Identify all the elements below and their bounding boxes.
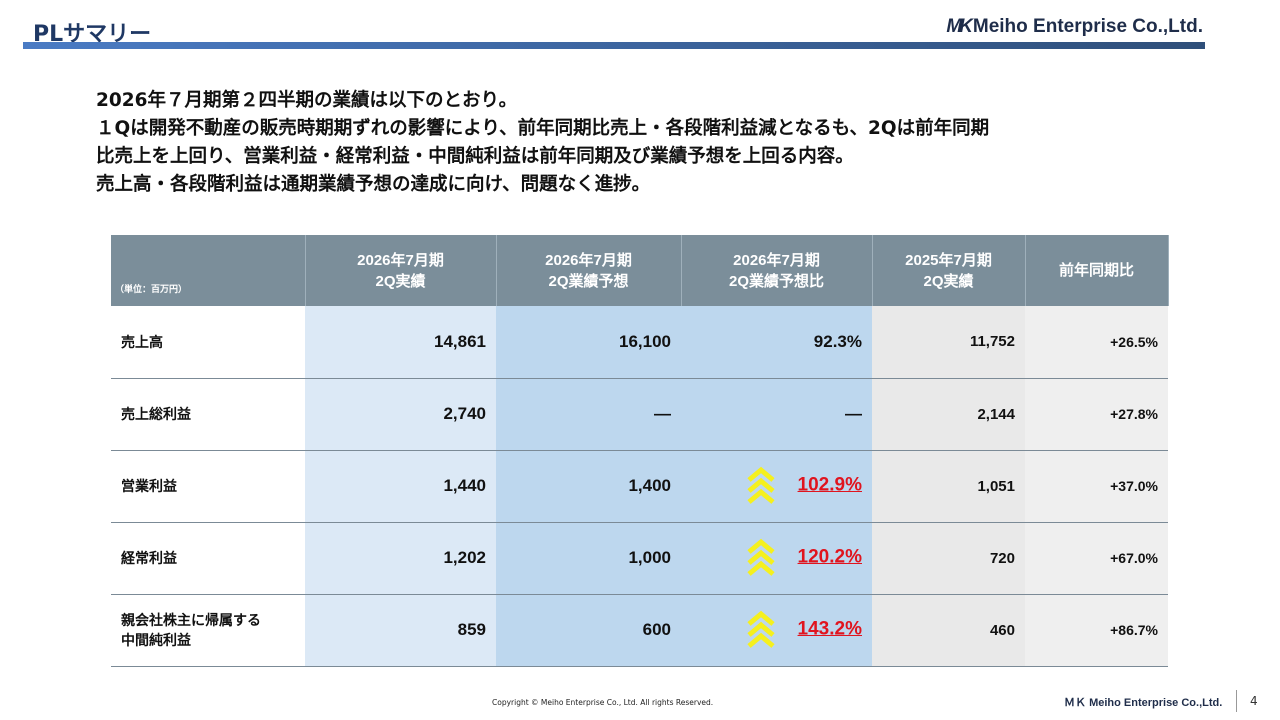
table-row: 売上総利益 2,740 — — 2,144 +27.8% [111,378,1168,451]
forecast-cell: 16,100 [496,306,681,379]
summary-line: 売上高・各段階利益は通期業績予想の達成に向け、問題なく進捗。 [96,174,651,195]
row-label: 経常利益 [111,522,305,595]
ratio-cell: 143.2% [681,594,872,667]
summary-line: 比売上を上回り、営業利益・経常利益・中間純利益は前年同期及び業績予想を上回る内容… [96,146,854,167]
header-line: 2Q業績予想比 [728,272,824,290]
summary-text: 2026年７月期第２四半期の業績は以下のとおり。 １Qは開発不動産の販売時期期ず… [96,87,989,199]
table-row: 親会社株主に帰属する 中間純利益 859 600 143.2% 460 +86.7… [111,594,1168,667]
table-row: 経常利益 1,202 1,000 120.2% 720 +67.0% [111,522,1168,595]
header-divider [23,42,1205,49]
forecast-cell: 1,400 [496,450,681,523]
yoy-cell: +67.0% [1025,522,1168,595]
pl-summary-table: （単位：百万円） 2026年7月期 2Q実績 2026年7月期 2Q業績予想 2026年7… [111,235,1169,667]
up-chevrons-icon [746,538,775,576]
yoy-cell: +27.8% [1025,378,1168,451]
actual-cell: 1,202 [305,522,496,595]
row-label: 親会社株主に帰属する 中間純利益 [111,594,305,667]
prev-year-cell: 1,051 [872,450,1025,523]
column-header: 2025年7月期 2Q実績 [872,235,1026,306]
forecast-cell: 600 [496,594,681,667]
yoy-cell: +26.5% [1025,306,1168,379]
ratio-value: 143.2% [797,618,862,640]
yoy-cell: +37.0% [1025,450,1168,523]
footer-logo-text: Meiho Enterprise Co.,Ltd. [1089,697,1223,709]
footer-divider [1236,690,1237,712]
table-row: 営業利益 1,440 1,400 102.9% 1,051 +37.0% [111,450,1168,523]
prev-year-cell: 2,144 [872,378,1025,451]
ratio-cell: 92.3% [681,306,872,379]
summary-line: １Qは開発不動産の販売時期期ずれの影響により、前年同期比売上・各段階利益減となる… [96,118,990,139]
prev-year-cell: 11,752 [872,306,1025,379]
column-header: 2026年7月期 2Q実績 [305,235,497,306]
column-header: 2026年7月期 2Q業績予想 [496,235,682,306]
ratio-cell: 120.2% [681,522,872,595]
up-chevrons-icon [746,610,775,648]
row-label: 売上高 [111,306,305,379]
ratio-cell: — [681,378,872,451]
ratio-value: 102.9% [797,474,862,496]
header-line: 2Q業績予想 [548,272,629,290]
actual-cell: 2,740 [305,378,496,451]
copyright: Copyright © Meiho Enterprise Co., Ltd. A… [492,698,714,707]
actual-cell: 14,861 [305,306,496,379]
header-line: 2025年7月期 [905,251,992,269]
ratio-value: 92.3% [813,331,862,351]
ratio-value: — [845,404,862,423]
prev-year-cell: 460 [872,594,1025,667]
column-header: 2026年7月期 2Q業績予想比 [681,235,873,306]
unit-label: （単位：百万円） [111,235,306,306]
prev-year-cell: 720 [872,522,1025,595]
up-chevrons-icon [746,466,775,504]
actual-cell: 859 [305,594,496,667]
header-line: 前年同期比 [1058,262,1134,279]
column-header: 前年同期比 [1025,235,1169,306]
company-logo: MK Meiho Enterprise Co.,Ltd. [946,16,1203,38]
company-name: Meiho Enterprise Co.,Ltd. [972,16,1203,37]
header-line: 2Q実績 [375,272,426,290]
header-line: 2026年7月期 [357,251,444,269]
page-number: 4 [1250,694,1258,708]
row-label: 売上総利益 [111,378,305,451]
ratio-value: 120.2% [797,546,862,568]
forecast-cell: — [496,378,681,451]
footer-logo: ＭＫ Meiho Enterprise Co.,Ltd. [1064,697,1223,709]
actual-cell: 1,440 [305,450,496,523]
summary-line: 2026年７月期第２四半期の業績は以下のとおり。 [96,90,518,111]
forecast-cell: 1,000 [496,522,681,595]
table-row: 売上高 14,861 16,100 92.3% 11,752 +26.5% [111,306,1168,379]
ratio-cell: 102.9% [681,450,872,523]
logo-mark-icon: MK [946,16,973,37]
header-line: 2026年7月期 [733,251,820,269]
yoy-cell: +86.7% [1025,594,1168,667]
header-line: 2026年7月期 [545,251,632,269]
header-line: 2Q実績 [923,272,974,290]
row-label: 営業利益 [111,450,305,523]
